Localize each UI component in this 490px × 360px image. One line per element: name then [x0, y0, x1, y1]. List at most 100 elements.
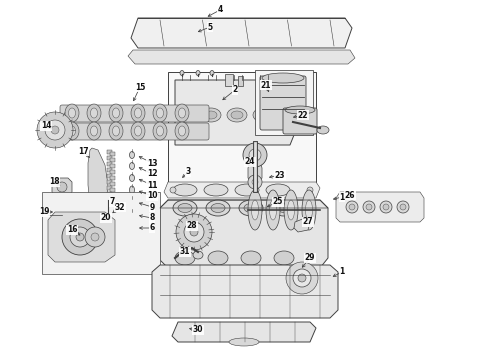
Bar [107, 186, 112, 190]
Ellipse shape [156, 126, 164, 136]
Text: 16: 16 [67, 225, 77, 234]
Circle shape [57, 182, 67, 192]
Bar [42, 192, 160, 274]
Ellipse shape [129, 162, 134, 170]
Circle shape [170, 187, 176, 193]
Circle shape [286, 262, 318, 294]
Ellipse shape [175, 104, 189, 122]
Ellipse shape [248, 190, 262, 230]
Bar [107, 162, 112, 166]
Ellipse shape [305, 200, 313, 220]
Ellipse shape [153, 122, 167, 140]
Bar [107, 192, 112, 196]
Ellipse shape [153, 104, 167, 122]
Bar [110, 218, 115, 222]
Polygon shape [88, 148, 108, 215]
Ellipse shape [239, 200, 263, 216]
Bar [107, 222, 112, 226]
Circle shape [293, 269, 311, 287]
Bar [238, 76, 243, 86]
Bar [110, 158, 115, 162]
Text: 2: 2 [232, 85, 238, 94]
Text: 25: 25 [273, 198, 283, 207]
Ellipse shape [206, 200, 230, 216]
Ellipse shape [205, 111, 217, 119]
Polygon shape [336, 192, 424, 222]
Text: 1: 1 [340, 193, 344, 202]
Bar [107, 168, 112, 172]
Ellipse shape [235, 184, 259, 196]
Ellipse shape [241, 251, 261, 265]
Bar [107, 198, 112, 202]
Ellipse shape [270, 200, 276, 220]
Text: 15: 15 [135, 82, 145, 91]
Circle shape [383, 204, 389, 210]
Text: 28: 28 [187, 221, 197, 230]
Text: 18: 18 [49, 177, 59, 186]
Ellipse shape [178, 126, 186, 136]
Circle shape [366, 204, 372, 210]
Circle shape [51, 126, 59, 134]
Ellipse shape [227, 108, 247, 122]
Text: 5: 5 [207, 22, 213, 31]
Ellipse shape [129, 175, 134, 181]
Text: 10: 10 [147, 192, 157, 201]
Bar [110, 212, 115, 216]
Ellipse shape [204, 184, 228, 196]
Ellipse shape [178, 203, 192, 212]
Ellipse shape [134, 108, 142, 118]
Text: 31: 31 [180, 248, 190, 256]
Bar [110, 188, 115, 192]
Bar [107, 204, 112, 208]
Bar [168, 72, 316, 182]
FancyBboxPatch shape [103, 217, 113, 225]
Ellipse shape [285, 106, 315, 114]
Polygon shape [248, 155, 262, 182]
Ellipse shape [69, 126, 75, 136]
Circle shape [37, 112, 73, 148]
Circle shape [91, 233, 99, 241]
Ellipse shape [87, 104, 101, 122]
Text: 8: 8 [149, 213, 155, 222]
Polygon shape [48, 212, 115, 262]
Circle shape [349, 204, 355, 210]
Circle shape [190, 228, 198, 236]
Polygon shape [164, 182, 320, 198]
Bar [110, 164, 115, 168]
Ellipse shape [277, 203, 291, 212]
Circle shape [363, 201, 375, 213]
Ellipse shape [113, 108, 120, 118]
Ellipse shape [128, 222, 136, 234]
Polygon shape [52, 178, 72, 196]
Bar [110, 224, 115, 228]
Text: 12: 12 [147, 170, 157, 179]
Bar [110, 194, 115, 198]
Ellipse shape [208, 251, 228, 265]
Text: 11: 11 [147, 180, 157, 189]
Ellipse shape [65, 122, 79, 140]
FancyBboxPatch shape [60, 105, 209, 122]
Circle shape [346, 201, 358, 213]
Ellipse shape [293, 73, 307, 91]
Circle shape [62, 219, 98, 255]
Text: 14: 14 [41, 122, 51, 130]
Text: 22: 22 [298, 111, 308, 120]
Polygon shape [128, 50, 355, 64]
Circle shape [243, 143, 267, 167]
Bar [255, 70, 313, 135]
Ellipse shape [65, 104, 79, 122]
Ellipse shape [266, 184, 290, 196]
Ellipse shape [178, 108, 186, 118]
Text: 20: 20 [101, 213, 111, 222]
Ellipse shape [179, 111, 191, 119]
Bar [110, 182, 115, 186]
Polygon shape [294, 218, 310, 232]
Bar [107, 210, 112, 214]
Ellipse shape [251, 200, 259, 220]
Ellipse shape [173, 184, 197, 196]
Ellipse shape [317, 126, 329, 134]
Ellipse shape [131, 104, 145, 122]
Ellipse shape [296, 77, 303, 86]
Ellipse shape [284, 190, 298, 230]
Bar [110, 170, 115, 174]
